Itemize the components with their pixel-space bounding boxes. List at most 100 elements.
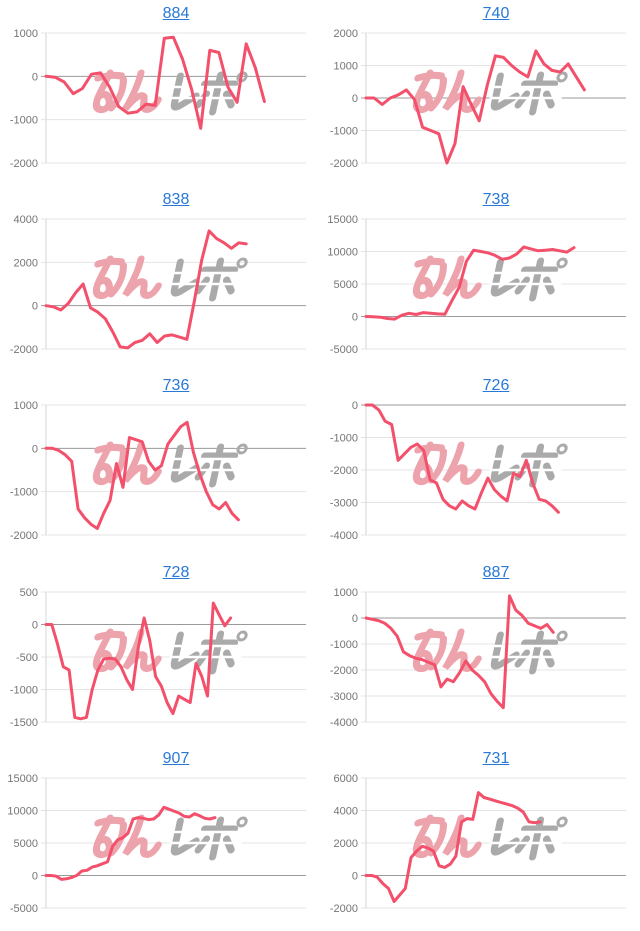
- chart-plot: 4000 2000 0 -2000: [0, 214, 320, 372]
- watermark-part2: [170, 816, 239, 861]
- watermark-part1: [412, 69, 482, 114]
- chart-title-row: 907: [0, 745, 320, 773]
- chart-card: 838 4000 2000 0 -2000: [0, 186, 320, 372]
- watermark-part1: [412, 814, 482, 858]
- y-tick-label: 0: [32, 444, 38, 456]
- y-tick-label: 0: [32, 870, 38, 882]
- line-chart-svg: 15000 10000 5000 0 -5000: [7, 773, 306, 915]
- y-tick-label: -5000: [10, 903, 38, 915]
- watermark-part1: [92, 814, 162, 858]
- line-chart-svg: 1000 0 -1000 -2000 -3000 -4000: [330, 587, 626, 729]
- watermark-part1: [412, 441, 482, 486]
- chart-title-row: 731: [320, 745, 640, 773]
- y-tick-label: 500: [20, 587, 38, 599]
- line-chart-svg: 2000 1000 0 -1000 -2000: [330, 28, 626, 170]
- chart-title-link[interactable]: 887: [482, 563, 510, 581]
- chart-title-link[interactable]: 726: [482, 377, 510, 395]
- data-line: [44, 421, 240, 531]
- chart-card: 740 2000 1000 0 -1000 -2000: [320, 0, 640, 186]
- minrepo-watermark: [92, 441, 248, 488]
- minrepo-watermark: [92, 628, 248, 675]
- y-tick-label: -1500: [10, 717, 38, 729]
- chart-plot: 2000 1000 0 -1000 -2000: [320, 28, 640, 186]
- data-line: [44, 601, 233, 720]
- chart-plot: 1000 0 -1000 -2000 -3000 -4000: [320, 587, 640, 745]
- chart-card: 726 0 -1000 -2000 -3000 -4000: [320, 372, 640, 558]
- minrepo-watermark: [92, 255, 248, 302]
- chart-plot: 500 0 -500 -1000 -1500: [0, 587, 320, 745]
- chart-title-link[interactable]: 736: [162, 377, 190, 395]
- data-line: [364, 245, 576, 321]
- watermark-part2: [170, 630, 239, 675]
- chart-title-link[interactable]: 884: [162, 5, 190, 22]
- y-tick-label: 1000: [334, 61, 358, 73]
- y-tick-label: 6000: [334, 773, 358, 785]
- line-chart-svg: 1000 0 -1000 -2000: [10, 400, 306, 542]
- watermark-part2: [170, 257, 239, 302]
- watermark-part2: [170, 443, 239, 488]
- y-tick-label: 0: [32, 71, 38, 83]
- chart-card: 884 1000 0 -1000 -2000: [0, 0, 320, 186]
- y-tick-label: -1000: [330, 433, 358, 445]
- y-tick-label: -1000: [10, 487, 38, 499]
- y-tick-label: 0: [352, 312, 358, 324]
- y-tick-label: 0: [352, 400, 358, 412]
- watermark-speed-lines: [489, 830, 565, 844]
- y-tick-label: 5000: [14, 838, 38, 850]
- chart-plot: 1000 0 -1000 -2000: [0, 28, 320, 186]
- y-tick-label: -2000: [330, 903, 358, 915]
- y-tick-label: 1000: [14, 28, 38, 40]
- y-tick-label: 0: [352, 93, 358, 105]
- chart-title-link[interactable]: 728: [162, 563, 190, 581]
- y-tick-label: 15000: [7, 773, 38, 785]
- minrepo-watermark: [92, 814, 248, 861]
- y-tick-label: -500: [16, 652, 38, 664]
- minrepo-watermark: [92, 69, 248, 116]
- chart-card: 738 15000 10000 5000 0 -5000: [320, 186, 640, 372]
- chart-plot: 1000 0 -1000 -2000: [0, 400, 320, 558]
- chart-title-link[interactable]: 731: [482, 749, 510, 767]
- line-chart-svg: 0 -1000 -2000 -3000 -4000: [330, 400, 626, 542]
- watermark-speed-lines: [169, 830, 245, 844]
- data-line: [44, 35, 266, 130]
- y-tick-label: -2000: [10, 344, 38, 356]
- chart-title-row: 738: [320, 186, 640, 214]
- chart-title-link[interactable]: 738: [482, 191, 510, 209]
- data-line: [44, 805, 217, 881]
- y-tick-label: -3000: [330, 691, 358, 703]
- watermark-part1: [92, 255, 162, 300]
- chart-title-row: 740: [320, 0, 640, 28]
- y-tick-label: -4000: [330, 717, 358, 729]
- y-tick-label: 1000: [14, 400, 38, 412]
- watermark-part2: [170, 71, 239, 116]
- watermark-speed-lines: [489, 458, 565, 472]
- y-tick-label: -1000: [10, 115, 38, 127]
- line-chart-svg: 4000 2000 0 -2000: [10, 214, 306, 356]
- y-tick-label: -2000: [330, 465, 358, 477]
- data-line: [364, 49, 586, 165]
- y-tick-label: 1000: [334, 587, 358, 599]
- chart-title-link[interactable]: 838: [162, 191, 190, 209]
- watermark-part1: [412, 255, 482, 300]
- line-chart-svg: 15000 10000 5000 0 -5000: [327, 214, 626, 356]
- y-tick-label: 0: [352, 613, 358, 625]
- y-tick-label: 2000: [14, 258, 38, 270]
- y-tick-label: -1000: [10, 684, 38, 696]
- watermark-part2: [490, 257, 559, 302]
- chart-plot: 15000 10000 5000 0 -5000: [0, 773, 320, 931]
- chart-title-link[interactable]: 907: [162, 749, 190, 767]
- watermark-part1: [92, 628, 162, 672]
- chart-title-row: 728: [0, 559, 320, 587]
- y-tick-label: 10000: [7, 805, 38, 817]
- y-tick-label: -1000: [330, 126, 358, 138]
- y-tick-label: -4000: [330, 530, 358, 542]
- watermark-part2: [490, 71, 559, 116]
- minrepo-watermark: [412, 255, 568, 302]
- minrepo-watermark: [412, 69, 568, 116]
- watermark-part2: [490, 816, 559, 861]
- y-tick-label: 15000: [327, 214, 358, 226]
- y-tick-label: -2000: [330, 158, 358, 170]
- chart-title-link[interactable]: 740: [482, 5, 510, 22]
- chart-title-row: 838: [0, 186, 320, 214]
